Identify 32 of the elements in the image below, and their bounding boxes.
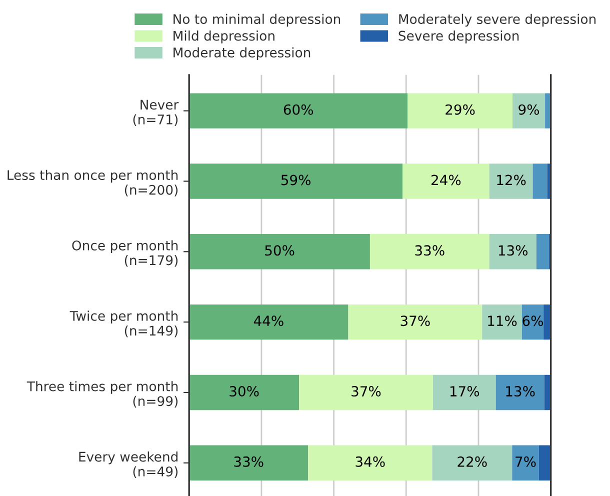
y-tick-label: Twice per month (n=149) xyxy=(70,310,178,338)
data-label: 50% xyxy=(265,245,294,256)
data-label: 9% xyxy=(518,104,540,115)
y-tick-label: Three times per month (n=99) xyxy=(26,381,178,408)
data-label: 33% xyxy=(234,456,264,467)
legend-label: Severe depression xyxy=(398,30,519,44)
data-label: 59% xyxy=(281,174,310,186)
data-label: 22% xyxy=(458,456,487,467)
data-label: 33% xyxy=(415,245,444,256)
y-tick-label: Never (n=71) xyxy=(133,100,179,126)
data-label: 34% xyxy=(356,456,385,467)
legend-label: No to minimal depression xyxy=(174,14,340,27)
legend-label: Mild depression xyxy=(174,30,274,44)
legend-label: Moderately severe depression xyxy=(399,14,596,27)
data-label: 12% xyxy=(497,174,526,186)
legend-label: Moderate depression xyxy=(174,47,310,60)
data-label: 17% xyxy=(450,386,480,397)
data-label: 30% xyxy=(230,386,259,397)
data-label: 11% xyxy=(488,316,517,326)
data-label: 6% xyxy=(522,316,543,326)
data-label: 13% xyxy=(506,386,535,397)
data-label: 60% xyxy=(284,104,314,115)
data-label: 24% xyxy=(432,174,461,186)
data-label: 7% xyxy=(516,456,536,467)
data-label: 13% xyxy=(498,245,528,256)
y-tick-label: Every weekend (n=49) xyxy=(79,452,178,478)
data-label: 37% xyxy=(352,386,381,397)
y-tick-label: Once per month (n=179) xyxy=(72,240,178,267)
data-label: 37% xyxy=(400,316,430,326)
data-label: 44% xyxy=(254,316,284,326)
y-tick-label: Less than once per month (n=200) xyxy=(8,170,178,196)
data-label: 29% xyxy=(446,104,475,115)
